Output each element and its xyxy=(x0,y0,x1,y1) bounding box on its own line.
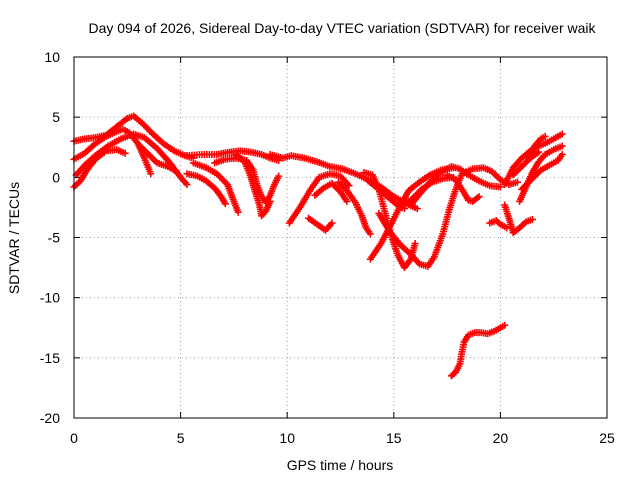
series-arc12 xyxy=(285,170,353,227)
data-point xyxy=(475,193,483,201)
y-tick-label: -20 xyxy=(40,410,60,426)
y-tick-label: 10 xyxy=(44,49,60,65)
y-tick-label: -15 xyxy=(40,350,60,366)
x-tick-label: 5 xyxy=(177,430,185,446)
series-arc15 xyxy=(334,178,374,238)
series-arc3 xyxy=(70,146,129,191)
x-tick-label: 10 xyxy=(279,430,295,446)
data-point xyxy=(183,181,191,189)
series-arc4 xyxy=(72,130,191,189)
data-point xyxy=(328,219,336,227)
data-point xyxy=(496,183,504,191)
series-arc30 xyxy=(509,148,543,179)
series-arc23 xyxy=(447,321,509,380)
series-arc8 xyxy=(183,170,229,208)
series-arc28 xyxy=(518,150,566,193)
chart-title: Day 094 of 2026, Sidereal Day-to-day VTE… xyxy=(88,20,596,36)
data-point xyxy=(266,197,274,205)
data-point xyxy=(501,321,509,329)
data-point xyxy=(558,150,566,158)
data-point xyxy=(121,149,129,157)
x-tick-label: 0 xyxy=(70,430,78,446)
data-point xyxy=(411,240,419,248)
data-point xyxy=(558,130,566,138)
data-point xyxy=(513,178,521,186)
data-point xyxy=(343,197,351,205)
x-tick-label: 20 xyxy=(493,430,509,446)
axis-ticks: 0 5 10 15 20 25 -20 -15 -10 -5 0 5 10 xyxy=(40,49,615,446)
y-tick-label: -5 xyxy=(48,230,61,246)
y-tick-label: -10 xyxy=(40,290,60,306)
series-arc22 xyxy=(443,171,483,205)
data-point xyxy=(558,142,566,150)
series-arc7 xyxy=(189,159,242,216)
y-tick-label: 0 xyxy=(52,169,60,185)
data-point xyxy=(366,230,374,238)
data-point xyxy=(147,170,155,178)
data-point xyxy=(413,205,421,213)
data-point xyxy=(234,208,242,216)
series-arc5 xyxy=(136,142,180,175)
grid xyxy=(74,57,607,418)
x-axis-label: GPS time / hours xyxy=(287,457,394,473)
y-axis-label: SDTVAR / TECUs xyxy=(6,182,22,294)
data-markers xyxy=(70,112,566,380)
x-tick-label: 25 xyxy=(599,430,615,446)
data-point xyxy=(345,182,353,190)
data-point xyxy=(495,219,503,227)
data-point xyxy=(172,167,180,175)
data-point xyxy=(541,132,549,140)
x-tick-label: 15 xyxy=(386,430,402,446)
data-point xyxy=(528,215,536,223)
y-tick-label: 5 xyxy=(52,109,60,125)
data-point xyxy=(535,148,543,156)
data-point xyxy=(221,200,229,208)
series-arc10 xyxy=(232,150,274,220)
series-arc14 xyxy=(311,179,351,205)
series-arc24 xyxy=(486,217,511,232)
series-arc13 xyxy=(305,214,336,234)
data-point xyxy=(275,172,283,180)
series-arc25 xyxy=(501,201,536,237)
